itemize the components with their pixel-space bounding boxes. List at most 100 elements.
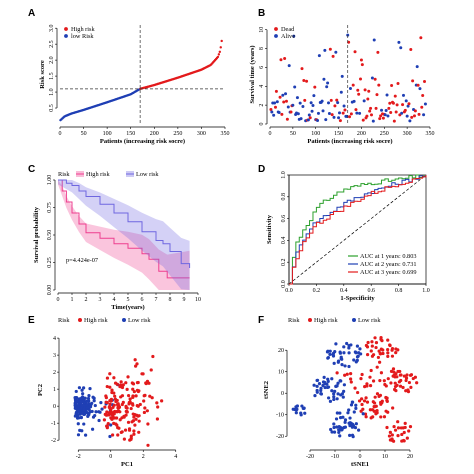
y-tick-label: 3 [53,353,56,359]
pca-point-high-risk [124,404,128,408]
panel-label-b: B [258,8,265,19]
legend-label: AUC at 3 years: 0.699 [360,269,417,276]
x-tick-label: 3 [99,297,102,303]
panel-label-c: C [28,164,35,175]
tsne-point-low-risk [331,353,335,357]
tsne-point-low-risk [354,403,358,407]
pca-point-high-risk [126,375,130,379]
pca-point-low-risk [88,403,92,407]
survival-point [285,117,289,121]
pca-point-high-risk [145,409,149,413]
survival-point [406,104,410,108]
tsne-point-high-risk [387,434,392,438]
x-tick-label: 0 [269,131,272,137]
pca-point-high-risk [129,406,133,411]
legend-label: Low risk [128,317,151,324]
pca-point-high-risk [133,358,137,362]
tsne-point-low-risk [319,392,324,396]
y-tick-label: -10 [276,413,284,419]
pca-point-high-risk [115,382,119,386]
y-tick-label: -20 [276,434,284,440]
pca-point-high-risk [113,397,117,401]
x-tick-label: 0 [59,131,62,137]
survival-point [300,67,304,71]
tsne-point-low-risk [334,342,338,346]
tsne-point-low-risk [328,399,333,403]
pca-point-low-risk [73,414,77,418]
survival-point [316,119,320,123]
pca-point-high-risk [149,368,153,372]
survival-point [361,118,365,122]
pca-point-high-risk [142,399,146,403]
panel-e-pca: -2 0 2 4 -2 -1 0 1 2 3 4 PC1 PC2 Risk High risk Low ris… [37,317,177,468]
tsne-point-low-risk [345,341,349,346]
y-tick-label: 1.5 [49,72,55,80]
panel-f-tsne: -20 -10 0 10 20 -20 -10 0 10 20 tSNE1 tSNE2 Risk High… [263,317,419,468]
tsne-point-high-risk [409,373,414,377]
tsne-point-high-risk [405,436,409,440]
y-tick-label: 2 [53,370,56,376]
y-axis-title: Survival time (years) [249,45,256,103]
survival-point [280,112,284,116]
tsne-point-low-risk [325,350,330,354]
legend-title: Risk [58,171,70,178]
survival-point [381,116,385,120]
survival-point [409,47,413,51]
pca-point-low-risk [77,386,82,390]
y-tick-label: 0.6 [281,215,287,223]
pca-point-high-risk [131,387,135,391]
survival-point [366,97,370,101]
y-axis-title: Risk score [39,60,46,89]
pca-point-high-risk [155,401,159,405]
tsne-point-low-risk [315,378,320,382]
survival-point [369,106,373,110]
pca-point-high-risk [116,406,120,410]
tsne-point-high-risk [386,354,390,358]
y-tick-label: 0.75 [47,202,53,213]
tsne-point-low-risk [328,349,332,353]
km-curve-high-risk [58,179,190,279]
survival-point [329,98,333,102]
y-tick-label: 6 [259,66,265,69]
x-tick-label: 1.0 [422,288,430,294]
pca-point-high-risk [142,410,146,415]
tsne-point-high-risk [357,399,362,403]
pca-point-low-risk [82,386,86,390]
survival-point [273,105,277,109]
pca-point-low-risk [85,410,89,415]
tsne-point-low-risk [322,375,326,379]
x-tick-label: 200 [357,131,366,137]
survival-point [307,113,311,117]
tsne-point-high-risk [395,383,399,387]
pca-point-high-risk [104,394,108,398]
tsne-point-high-risk [407,429,411,433]
pca-point-high-risk [118,384,122,389]
survival-point [417,112,421,116]
tsne-point-low-risk [354,360,358,364]
pca-point-high-risk [128,397,132,401]
y-tick-label: 0 [259,123,265,126]
tsne-point-high-risk [379,415,383,419]
tsne-point-high-risk [364,396,368,400]
survival-point [412,114,416,118]
tsne-point-low-risk [341,395,345,399]
pca-point-high-risk [120,402,124,407]
survival-point [407,102,411,106]
tsne-point-low-risk [333,389,337,393]
legend-label: High risk [86,171,110,178]
tsne-point-high-risk [391,439,396,443]
tsne-point-low-risk [328,352,332,356]
tsne-point-high-risk [343,373,347,377]
survival-point [284,99,288,103]
legend-label: Dead [281,26,295,33]
survival-point [359,58,363,62]
pca-point-low-risk [109,423,113,427]
survival-point [348,115,352,119]
x-axis-title: 1-Specificity [340,295,375,302]
pca-point-high-risk [109,410,113,414]
survival-point [306,118,310,122]
pca-point-high-risk [136,414,140,418]
tsne-point-low-risk [352,410,356,414]
pca-point-high-risk [117,426,121,430]
